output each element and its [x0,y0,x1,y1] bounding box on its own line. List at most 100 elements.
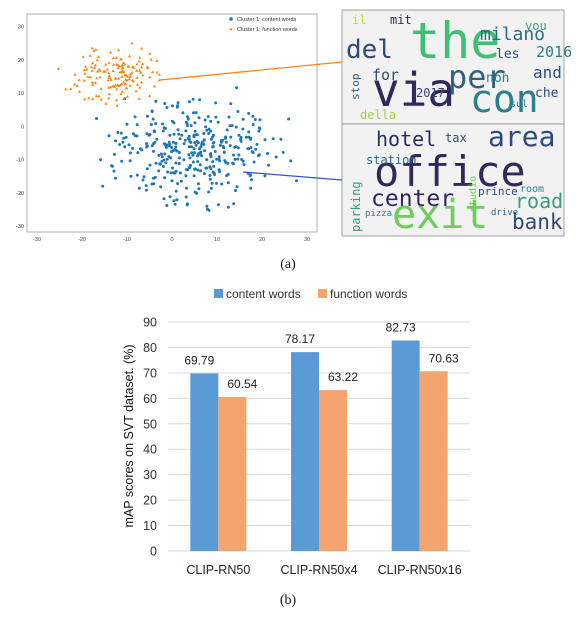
scatter-point-content [171,166,174,170]
scatter-point-content [184,195,188,199]
scatter-point-content [118,143,122,146]
bar-y-tick: 20 [143,494,157,508]
bar-data-label: 69.79 [184,353,214,367]
scatter-point-content [175,105,179,109]
wordcloud-word: stop [349,74,362,101]
scatter-point-content [208,152,212,156]
scatter-point-function [124,73,128,77]
scatter-point-content [208,165,212,169]
scatter-point-content [216,120,220,124]
bar-y-tick: 50 [143,417,157,431]
scatter-point-function [69,87,73,90]
scatter-point-content [215,181,218,185]
scatter-point-content [171,104,174,108]
scatter-point-content [114,176,117,180]
scatter-point-content [232,202,236,206]
bar-y-tick: 30 [143,468,157,482]
wordcloud-word: per [448,58,506,96]
scatter-point-content [202,132,206,135]
bar-y-tick-labels: 0 10 20 30 40 50 60 70 80 90 [143,316,157,559]
scatter-point-content [128,151,132,155]
scatter-x-tick: 0 [170,237,173,243]
scatter-point-content [191,97,195,101]
scatter-point-content [133,115,137,119]
scatter-point-function [94,48,98,51]
scatter-point-content [161,122,164,126]
scatter-point-content [217,155,221,159]
scatter-point-content [175,198,179,202]
scatter-point-function [139,71,143,74]
scatter-point-content [135,134,139,138]
scatter-point-content [116,131,120,134]
scatter-point-content [142,175,146,179]
scatter-point-function [157,78,161,82]
caption-b: (b) [280,593,297,608]
scatter-point-content [176,182,180,186]
scatter-point-content [154,122,158,126]
wordcloud-word-content: drive [491,208,518,218]
scatter-point-content [165,106,169,109]
scatter-point-content [244,135,248,139]
scatter-point-content [207,132,211,135]
scatter-point-content [112,169,116,173]
wordcloud-word-content: tax [445,131,467,145]
scatter-point-function [81,55,85,58]
scatter-point-content [236,157,240,161]
bar-function-words [218,396,247,551]
scatter-point-function [149,58,153,61]
scatter-point-content [215,157,219,161]
scatter-point-function [146,66,150,70]
scatter-point-content [177,162,181,165]
scatter-point-content [214,101,218,105]
scatter-point-function [86,75,90,78]
scatter-point-content [253,118,257,121]
bar-data-label: 82.73 [386,320,416,334]
scatter-point-content [145,114,149,118]
scatter-point-content [165,204,169,207]
scatter-point-content [177,156,181,160]
scatter-point-function [123,62,127,66]
scatter-point-content [154,99,158,103]
bar-content-words [291,352,319,551]
scatter-point-content [119,131,123,135]
scatter-point-content [196,160,200,164]
scatter-point-content [187,153,191,157]
scatter-point-content [140,148,144,152]
scatter-point-content [172,149,175,152]
scatter-point-content [225,128,229,132]
wordcloud-word: milano [480,24,545,45]
wordcloud-word: the [410,12,500,70]
scatter-point-content [165,157,169,161]
wordcloud-word: 2017 [416,86,445,100]
scatter-point-function [132,66,136,69]
scatter-point-content [271,137,275,141]
scatter-x-tick: 20 [259,237,265,243]
scatter-point-content [206,207,209,211]
scatter-point-function [148,75,152,79]
wordcloud-word-content: room [520,184,544,195]
wordcloud-word: sul [510,99,528,110]
scatter-point-function [57,67,61,70]
wordcloud-word: for [372,66,399,84]
scatter-point-content [201,142,204,146]
scatter-point-content [107,134,111,138]
scatter-point-function [116,66,120,70]
scatter-point-function [147,94,152,97]
bar-category-label: CLIP-RN50 [186,563,250,577]
scatter-point-content [167,140,171,144]
bar-y-tick: 10 [143,519,157,533]
bar-y-axis-label: mAP scores on SVT dataset. (%) [122,345,136,528]
scatter-point-content [223,136,227,140]
scatter-point-function [97,94,101,98]
scatter-point-content [145,167,149,171]
scatter-point-content [249,186,253,190]
scatter-point-content [185,203,189,207]
scatter-point-function [157,73,161,76]
scatter-point-content [193,151,197,155]
scatter-point-content [152,149,155,153]
scatter-point-content [192,174,196,178]
bar-y-tick: 40 [143,443,157,457]
scatter-point-content [155,137,159,141]
scatter-point-content [287,117,291,121]
scatter-point-function [114,56,118,59]
